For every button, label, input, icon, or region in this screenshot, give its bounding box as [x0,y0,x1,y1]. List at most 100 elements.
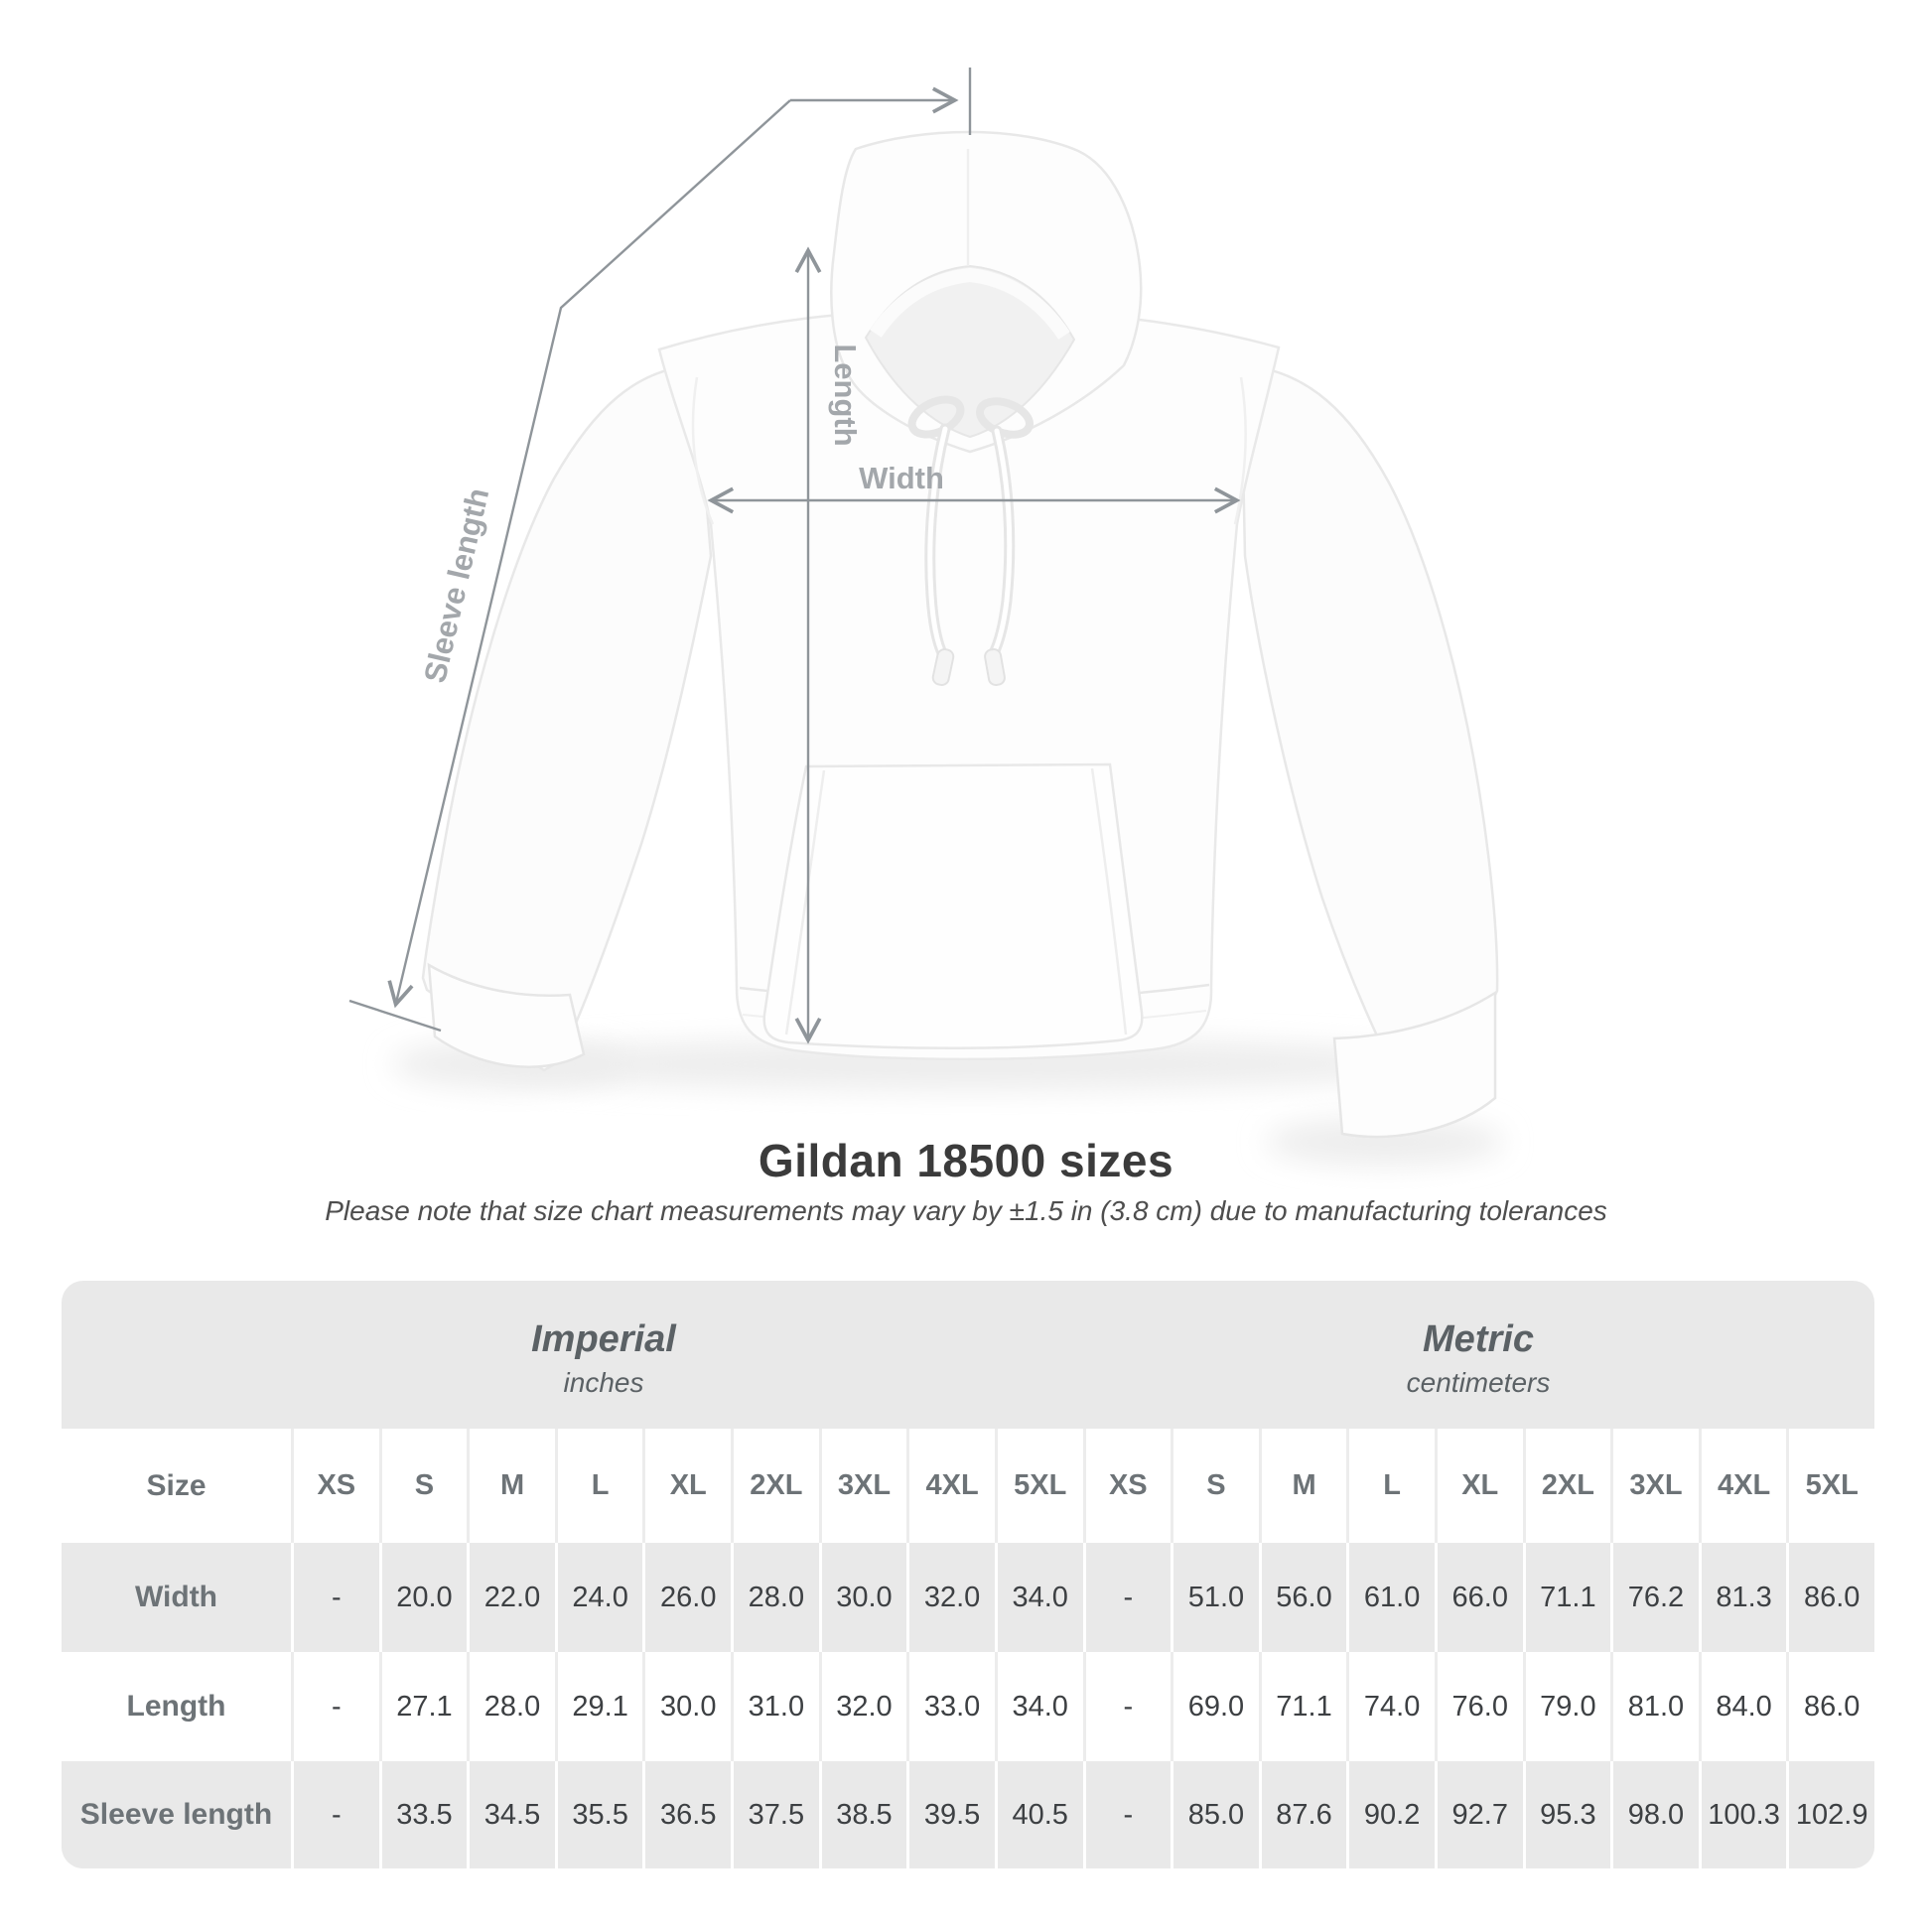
measurement-value-cell: - [291,1543,379,1652]
size-column-header: 5XL [994,1429,1083,1543]
measurement-value-cell: 71.1 [1258,1652,1347,1761]
length-arrow-label: Length [828,344,863,446]
tolerance-note: Please note that size chart measurements… [325,1195,1607,1226]
size-column-header: M [1258,1429,1347,1543]
measurement-value-cell: 92.7 [1434,1761,1523,1868]
measurement-value-cell: 24.0 [554,1543,643,1652]
measurement-value-cell: 30.0 [818,1543,907,1652]
left-cuff [427,962,586,1068]
measurement-value-cell: 36.5 [642,1761,731,1868]
drawstring-aglet-left [931,648,955,686]
measurement-value-cell: 31.0 [731,1652,819,1761]
measurement-value-cell: 38.5 [818,1761,907,1868]
measurement-value-cell: 95.3 [1522,1761,1611,1868]
measurement-value-cell: - [1082,1761,1172,1868]
measurement-value-cell: 79.0 [1522,1652,1611,1761]
sleeve-arrow-diagonal [387,99,791,1009]
measurement-value-cell: 32.0 [906,1543,995,1652]
measurement-arrows [348,68,1241,1044]
sleeve-bottom-tick [348,999,442,1033]
measurement-value-cell: 81.0 [1610,1652,1699,1761]
measurement-value-cell: 56.0 [1258,1543,1347,1652]
measurement-row-length: Length - 27.1 28.0 29.1 30.0 31.0 32.0 3… [62,1652,1874,1761]
measurement-value-cell: 20.0 [378,1543,468,1652]
measurement-value-cell: 85.0 [1171,1761,1259,1868]
measurement-row-label: Length [126,1690,226,1723]
size-column-header: 3XL [818,1429,907,1543]
measurement-value-cell: - [1082,1543,1172,1652]
measurement-value-cell: 32.0 [818,1652,907,1761]
right-sleeve [1239,363,1499,1102]
measurement-value-cell: 71.1 [1522,1543,1611,1652]
size-column-header: 2XL [731,1429,819,1543]
measurement-row-label: Sleeve length [79,1798,273,1831]
unit-name-metric: Metric [1423,1318,1534,1360]
measurement-value-cell: - [291,1761,379,1868]
size-column-header: XS [291,1429,379,1543]
hoodie-shadow [484,1038,1457,1090]
size-column-header: L [554,1429,643,1543]
drawstring-left-highlight [927,426,948,658]
measurement-value-cell: 26.0 [642,1543,731,1652]
size-header-row: Size XS S M L XL 2XL 3XL 4XL 5XL XS S M … [62,1429,1874,1543]
size-column-header: XL [642,1429,731,1543]
unit-name-imperial: Imperial [531,1318,676,1360]
measurement-value-cell: 87.6 [1258,1761,1347,1868]
size-column-header: 2XL [1522,1429,1611,1543]
size-column-header: S [1171,1429,1259,1543]
unit-sublabel-inches: inches [563,1367,644,1398]
hood-lining [870,267,1070,340]
hoodie-illustration [392,130,1504,1166]
size-column-header: M [467,1429,555,1543]
measurement-value-cell: 34.5 [467,1761,555,1868]
measurement-value-cell: 30.0 [642,1652,731,1761]
measurement-value-cell: 100.3 [1698,1761,1787,1868]
measurement-value-cell: 76.2 [1610,1543,1699,1652]
size-column-header: S [378,1429,468,1543]
hood-opening [864,264,1076,439]
measurement-value-cell: 84.0 [1698,1652,1787,1761]
measurement-value-cell: 98.0 [1610,1761,1699,1868]
measurement-value-cell: 35.5 [554,1761,643,1868]
drawstring-right-highlight [990,428,1013,658]
width-arrow-label: Width [859,461,944,495]
measurement-value-cell: 86.0 [1786,1543,1874,1652]
size-column-header: 3XL [1610,1429,1699,1543]
drawstring-aglet-right [984,647,1006,687]
measurement-diagram: Width Length Sleeve length [348,68,1504,1166]
size-column-header: XL [1434,1429,1523,1543]
measurement-value-cell: 34.0 [994,1543,1083,1652]
measurement-value-cell: 61.0 [1346,1543,1435,1652]
measurement-row-label: Width [134,1581,218,1613]
measurement-value-cell: 74.0 [1346,1652,1435,1761]
measurement-value-cell: 33.5 [378,1761,468,1868]
measurement-value-cell: - [291,1652,379,1761]
size-column-header: 4XL [906,1429,995,1543]
size-column-header: 4XL [1698,1429,1787,1543]
size-column-header: XS [1082,1429,1172,1543]
measurement-value-cell: 102.9 [1786,1761,1874,1868]
measurement-value-cell: 34.0 [994,1652,1083,1761]
measurement-value-cell: 69.0 [1171,1652,1259,1761]
size-column-header: L [1346,1429,1435,1543]
measurement-value-cell: 33.0 [906,1652,995,1761]
measurement-value-cell: 90.2 [1346,1761,1435,1868]
measurement-value-cell: 37.5 [731,1761,819,1868]
unit-group-imperial: Imperial inches [62,1281,1082,1429]
unit-group-metric: Metric centimeters [1082,1281,1874,1429]
measurement-row-sleeve-length: Sleeve length - 33.5 34.5 35.5 36.5 37.5… [62,1761,1874,1868]
page-title: Gildan 18500 sizes [758,1135,1174,1186]
kangaroo-pocket [762,762,1144,1050]
right-cuff [1332,990,1497,1139]
measurement-value-cell: 76.0 [1434,1652,1523,1761]
sleeve-length-arrow-label: Sleeve length [417,484,495,686]
measurement-value-cell: 22.0 [467,1543,555,1652]
pocket-right-opening-seam [1090,767,1128,1035]
unit-sublabel-centimeters: centimeters [1406,1367,1551,1398]
measurement-value-cell: 27.1 [378,1652,468,1761]
measurement-value-cell: 28.0 [467,1652,555,1761]
measurement-value-cell: 81.3 [1698,1543,1787,1652]
left-sleeve [421,363,713,1072]
measurement-row-width: Width - 20.0 22.0 24.0 26.0 28.0 30.0 32… [62,1543,1874,1652]
measurement-value-cell: 40.5 [994,1761,1083,1868]
